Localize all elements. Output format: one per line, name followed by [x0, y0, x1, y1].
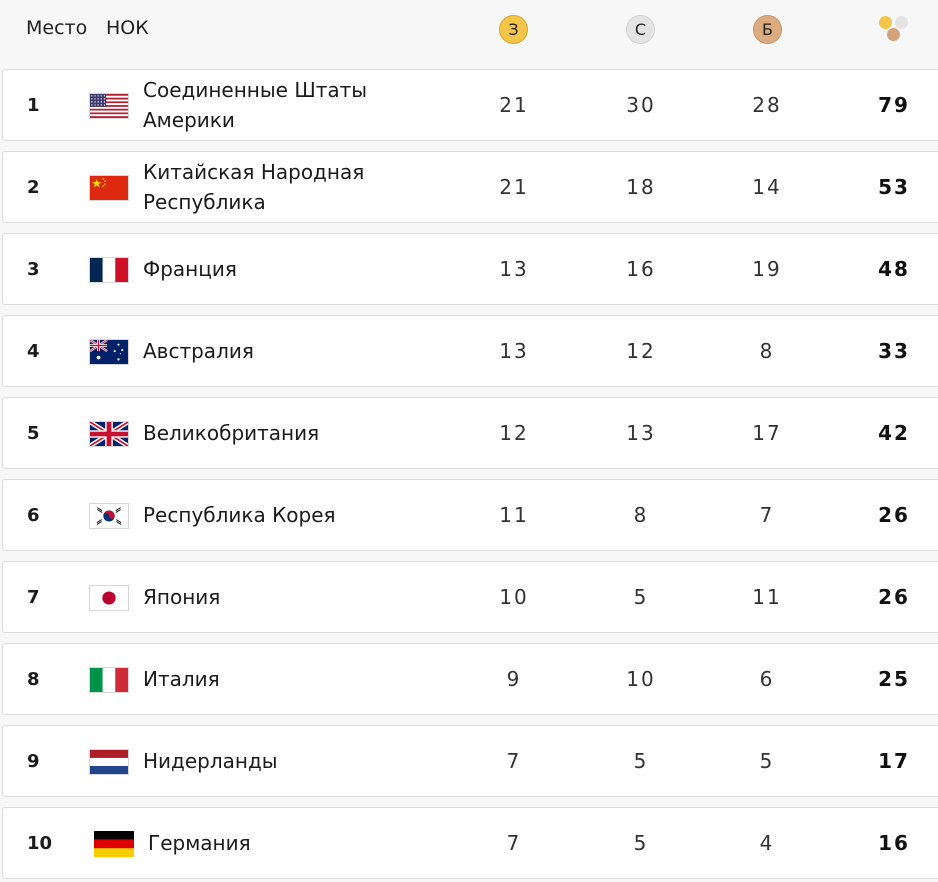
bronze-count: 14	[752, 175, 782, 199]
silver-count: 5	[633, 749, 649, 773]
table-header: Место НОК З С Б	[0, 0, 938, 60]
country-name[interactable]: Япония	[143, 585, 221, 609]
rank-value: 6	[27, 504, 40, 526]
gold-count: 10	[499, 585, 529, 609]
gold-count: 21	[499, 93, 529, 117]
country-name[interactable]: Франция	[143, 257, 237, 281]
table-row[interactable]: 4 Австралия 13 12 8 33	[2, 315, 938, 387]
korea-flag-icon	[89, 503, 129, 529]
gold-count: 13	[499, 257, 529, 281]
gold-count: 9	[506, 667, 522, 691]
total-count: 17	[878, 749, 910, 773]
table-row[interactable]: 6 Республика Корея 11 8 7 26	[2, 479, 938, 551]
rank-value: 4	[27, 340, 40, 362]
total-count: 25	[878, 667, 910, 691]
country-name[interactable]: Великобритания	[143, 421, 320, 445]
china-flag-icon	[89, 175, 129, 201]
bronze-count: 11	[752, 585, 782, 609]
silver-count: 13	[626, 421, 656, 445]
uk-flag-icon	[89, 421, 129, 447]
total-count: 26	[878, 585, 910, 609]
gold-count: 7	[506, 831, 522, 855]
gold-count: 11	[499, 503, 529, 527]
bronze-count: 4	[759, 831, 775, 855]
silver-count: 18	[626, 175, 656, 199]
table-row[interactable]: 8 Италия 9 10 6 25	[2, 643, 938, 715]
table-row[interactable]: 9 Нидерланды 7 5 5 17	[2, 725, 938, 797]
gold-count: 7	[506, 749, 522, 773]
total-count: 53	[878, 175, 910, 199]
bronze-count: 28	[752, 93, 782, 117]
total-count: 33	[878, 339, 910, 363]
total-count: 42	[878, 421, 910, 445]
rank-value: 10	[27, 832, 53, 854]
country-name[interactable]: Германия	[148, 831, 251, 855]
bronze-count: 17	[752, 421, 782, 445]
bronze-count: 6	[759, 667, 775, 691]
total-count: 26	[878, 503, 910, 527]
table-row[interactable]: 10 Германия 7 5 4 16	[2, 807, 938, 879]
bronze-count: 7	[759, 503, 775, 527]
australia-flag-icon	[89, 339, 129, 365]
rank-value: 3	[27, 258, 40, 280]
usa-flag-icon	[89, 93, 129, 119]
bronze-count: 19	[752, 257, 782, 281]
country-name[interactable]: Соединенные Штаты Америки	[143, 78, 368, 132]
place-column-header[interactable]: Место	[26, 17, 88, 39]
country-name[interactable]: Республика Корея	[143, 503, 336, 527]
silver-count: 5	[633, 585, 649, 609]
gold-count: 21	[499, 175, 529, 199]
country-name[interactable]: Китайская Народная Республика	[143, 160, 365, 214]
gold-count: 13	[499, 339, 529, 363]
bronze-count: 5	[759, 749, 775, 773]
silver-count: 16	[626, 257, 656, 281]
medals-total-icon[interactable]	[878, 15, 908, 43]
total-count: 16	[878, 831, 910, 855]
silver-count: 8	[633, 503, 649, 527]
rank-value: 5	[27, 422, 40, 444]
gold-count: 12	[499, 421, 529, 445]
bronze-column-header[interactable]: Б	[753, 15, 782, 44]
rank-value: 9	[27, 750, 40, 772]
table-row[interactable]: 2 Китайская Народная Республика 21 18 14 53	[2, 151, 938, 223]
silver-count: 12	[626, 339, 656, 363]
rank-value: 2	[27, 176, 40, 198]
silver-count: 10	[626, 667, 656, 691]
noc-column-header[interactable]: НОК	[106, 17, 149, 39]
country-name[interactable]: Италия	[143, 667, 220, 691]
table-row[interactable]: 5 Великобритания 12 13 17 42	[2, 397, 938, 469]
table-row[interactable]: 3 Франция 13 16 19 48	[2, 233, 938, 305]
france-flag-icon	[89, 257, 129, 283]
germany-flag-icon	[94, 831, 134, 857]
silver-count: 5	[633, 831, 649, 855]
country-name[interactable]: Австралия	[143, 339, 254, 363]
rank-value: 7	[27, 586, 40, 608]
rank-value: 8	[27, 668, 40, 690]
japan-flag-icon	[89, 585, 129, 611]
total-count: 48	[878, 257, 910, 281]
silver-column-header[interactable]: С	[626, 15, 655, 44]
country-name[interactable]: Нидерланды	[143, 749, 278, 773]
gold-column-header[interactable]: З	[499, 15, 528, 44]
silver-count: 30	[626, 93, 656, 117]
table-row[interactable]: 1 Соединенные Штаты Америки 21 30 28 79	[2, 69, 938, 141]
italy-flag-icon	[89, 667, 129, 693]
table-row[interactable]: 7 Япония 10 5 11 26	[2, 561, 938, 633]
total-count: 79	[878, 93, 910, 117]
bronze-count: 8	[759, 339, 775, 363]
netherlands-flag-icon	[89, 749, 129, 775]
rank-value: 1	[27, 94, 40, 116]
